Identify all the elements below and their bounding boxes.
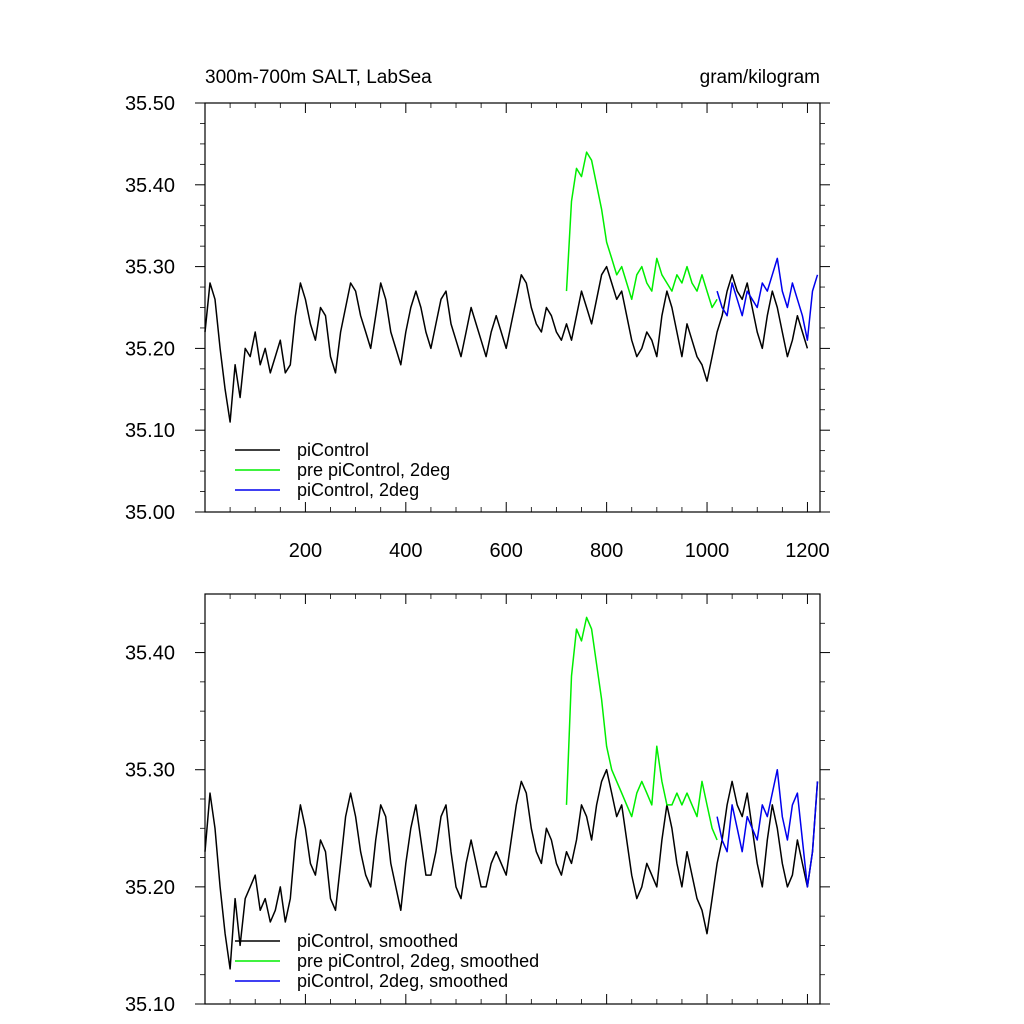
panel2-series-line-3: [716, 768, 819, 888]
panel2-y-tick-label: 35.30: [125, 760, 175, 782]
panel1-y-tick-label: 35.40: [125, 175, 175, 197]
panel1-series-line-3: [716, 257, 819, 341]
panel1-x-tick-label: 200: [289, 540, 322, 562]
panel1-x-tick-label: 1200: [785, 540, 830, 562]
panel2-legend-label-2: pre piControl, 2deg, smoothed: [297, 951, 539, 971]
panel2-y-tick-label: 35.10: [125, 994, 175, 1016]
panel2-series-line-2: [565, 616, 718, 841]
panel2-series-line-1: [204, 768, 819, 970]
panel1-legend-label-2: pre piControl, 2deg: [297, 460, 450, 480]
panel1-y-tick-label: 35.10: [125, 420, 175, 442]
panel2-y-tick-label: 35.20: [125, 877, 175, 899]
panel1-y-tick-label: 35.50: [125, 93, 175, 115]
panel1-legend-label-1: piControl: [297, 440, 369, 460]
panel1-legend-label-3: piControl, 2deg: [297, 480, 419, 500]
panel1-series-line-1: [204, 265, 809, 423]
panel2-legend-label-3: piControl, 2deg, smoothed: [297, 971, 508, 991]
panel1-x-tick-label: 1000: [685, 540, 730, 562]
panel1-y-tick-label: 35.20: [125, 338, 175, 360]
chart-units: gram/kilogram: [700, 67, 820, 88]
panel1-y-tick-label: 35.00: [125, 502, 175, 524]
chart-title: 300m-700m SALT, LabSea: [205, 67, 432, 88]
panel1-x-tick-label: 600: [490, 540, 523, 562]
panel2-legend-label-1: piControl, smoothed: [297, 931, 458, 951]
panel1-y-tick-label: 35.30: [125, 257, 175, 279]
panel1-x-tick-label: 800: [590, 540, 623, 562]
panel2-y-tick-label: 35.40: [125, 643, 175, 665]
panel1-series-line-2: [565, 151, 718, 309]
panel1-x-tick-label: 400: [389, 540, 422, 562]
